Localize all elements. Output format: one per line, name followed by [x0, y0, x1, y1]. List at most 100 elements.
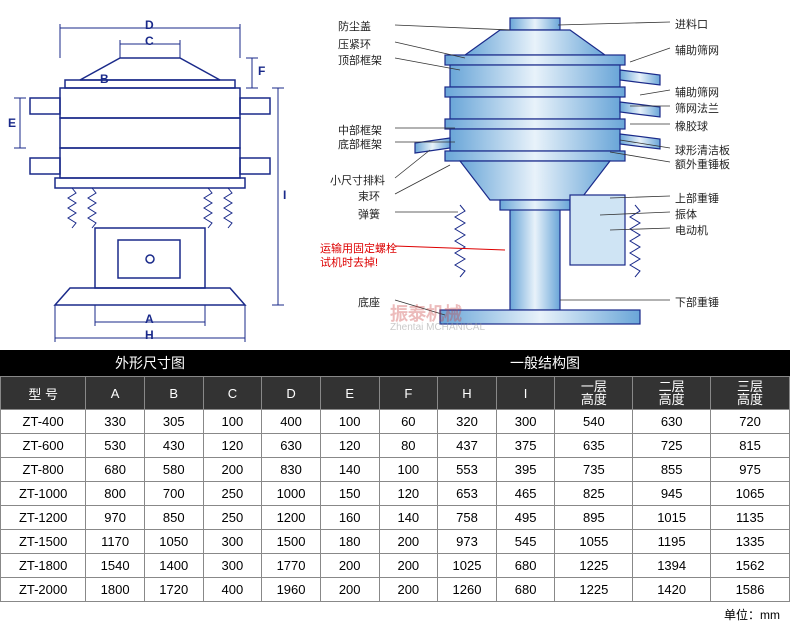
lbl-jinliao: 进料口	[675, 16, 708, 32]
table-cell: 200	[379, 530, 438, 554]
lbl-edai: 额外重锤板	[675, 156, 730, 172]
diagrams-area: D C F E I A H B	[0, 0, 790, 350]
table-cell: 1720	[144, 578, 203, 602]
dim-H: H	[145, 328, 154, 342]
table-cell: 1135	[711, 506, 790, 530]
table-cell: 1015	[633, 506, 711, 530]
dim-I: I	[283, 188, 286, 202]
table-header-cell: 二层高度	[633, 377, 711, 410]
table-cell: 825	[555, 482, 633, 506]
table-cell: 100	[320, 410, 379, 434]
table-cell: 945	[633, 482, 711, 506]
table-cell: 1540	[86, 554, 145, 578]
table-header-cell: B	[144, 377, 203, 410]
table-cell: 330	[86, 410, 145, 434]
outline-svg	[0, 0, 300, 350]
table-cell: 375	[496, 434, 555, 458]
table-cell: 100	[203, 410, 262, 434]
table-cell: 545	[496, 530, 555, 554]
table-cell: 120	[379, 482, 438, 506]
table-cell: 680	[496, 578, 555, 602]
table-cell: 580	[144, 458, 203, 482]
unit-label: 单位：mm	[0, 602, 790, 623]
table-cell: 300	[203, 554, 262, 578]
table-row: ZT-800680580200830140100553395735855975	[1, 458, 790, 482]
lbl-dizuo: 底座	[358, 294, 380, 310]
table-cell: 305	[144, 410, 203, 434]
outline-dimension-diagram: D C F E I A H B	[0, 0, 300, 350]
table-cell: 1200	[262, 506, 321, 530]
table-row: ZT-1800154014003001770200200102568012251…	[1, 554, 790, 578]
table-cell: 1225	[555, 554, 633, 578]
table-cell: 200	[320, 578, 379, 602]
table-cell: 758	[438, 506, 497, 530]
lbl-fuzhu1: 辅助筛网	[675, 42, 719, 58]
table-cell: 1960	[262, 578, 321, 602]
table-cell: 680	[496, 554, 555, 578]
table-header-cell: H	[438, 377, 497, 410]
table-cell: 540	[555, 410, 633, 434]
table-cell: 1420	[633, 578, 711, 602]
table-cell: 720	[711, 410, 790, 434]
table-cell: 200	[203, 458, 262, 482]
table-row: ZT-40033030510040010060320300540630720	[1, 410, 790, 434]
table-cell: 320	[438, 410, 497, 434]
table-cell: 735	[555, 458, 633, 482]
table-cell: 855	[633, 458, 711, 482]
table-cell: 1055	[555, 530, 633, 554]
table-cell: 530	[86, 434, 145, 458]
table-cell: 250	[203, 506, 262, 530]
table-cell: 630	[633, 410, 711, 434]
table-header-cell: D	[262, 377, 321, 410]
dim-B: B	[100, 72, 109, 86]
table-cell: 250	[203, 482, 262, 506]
table-cell: 1770	[262, 554, 321, 578]
table-header-cell: 三层高度	[711, 377, 790, 410]
lbl-tanhuang: 弹簧	[358, 206, 380, 222]
table-cell: 635	[555, 434, 633, 458]
table-cell: 1260	[438, 578, 497, 602]
dim-C: C	[145, 34, 154, 48]
structure-diagram: 防尘盖 压紧环 顶部框架 中部框架 底部框架 小尺寸排料 束环 弹簧 运输用固定…	[300, 0, 790, 350]
table-cell: 1225	[555, 578, 633, 602]
table-cell: 400	[203, 578, 262, 602]
table-cell: 180	[320, 530, 379, 554]
table-header-cell: A	[86, 377, 145, 410]
table-row: ZT-60053043012063012080437375635725815	[1, 434, 790, 458]
lbl-shangbu: 上部重锤	[675, 190, 719, 206]
table-row: ZT-1500117010503001500180200973545105511…	[1, 530, 790, 554]
table-cell: 160	[320, 506, 379, 530]
table-cell: 815	[711, 434, 790, 458]
table-cell: 430	[144, 434, 203, 458]
lbl-red2: 试机时去掉!	[320, 254, 378, 270]
table-cell: 400	[262, 410, 321, 434]
table-cell: 120	[320, 434, 379, 458]
dim-A: A	[145, 312, 154, 326]
table-cell: 830	[262, 458, 321, 482]
lbl-diandong: 电动机	[675, 222, 708, 238]
table-row: ZT-2000180017204001960200200126068012251…	[1, 578, 790, 602]
table-cell: ZT-1800	[1, 554, 86, 578]
table-header-cell: 一层高度	[555, 377, 633, 410]
lbl-fangchen: 防尘盖	[338, 18, 371, 34]
lbl-xiabu: 下部重锤	[675, 294, 719, 310]
table-cell: 465	[496, 482, 555, 506]
table-cell: 850	[144, 506, 203, 530]
table-cell: 1586	[711, 578, 790, 602]
dim-E: E	[8, 116, 16, 130]
table-cell: 700	[144, 482, 203, 506]
table-cell: 800	[86, 482, 145, 506]
table-cell: 120	[203, 434, 262, 458]
right-diagram-title: 一般结构图	[300, 353, 790, 373]
table-cell: 60	[379, 410, 438, 434]
table-cell: 140	[320, 458, 379, 482]
table-cell: 653	[438, 482, 497, 506]
table-header-row: 型 号ABCDEFHI一层高度二层高度三层高度	[1, 377, 790, 410]
table-cell: 895	[555, 506, 633, 530]
lbl-dibu: 底部框架	[338, 136, 382, 152]
dim-D: D	[145, 18, 154, 32]
table-cell: 553	[438, 458, 497, 482]
dimension-table: 型 号ABCDEFHI一层高度二层高度三层高度 ZT-4003303051004…	[0, 376, 790, 602]
table-cell: 1562	[711, 554, 790, 578]
table-cell: 1394	[633, 554, 711, 578]
